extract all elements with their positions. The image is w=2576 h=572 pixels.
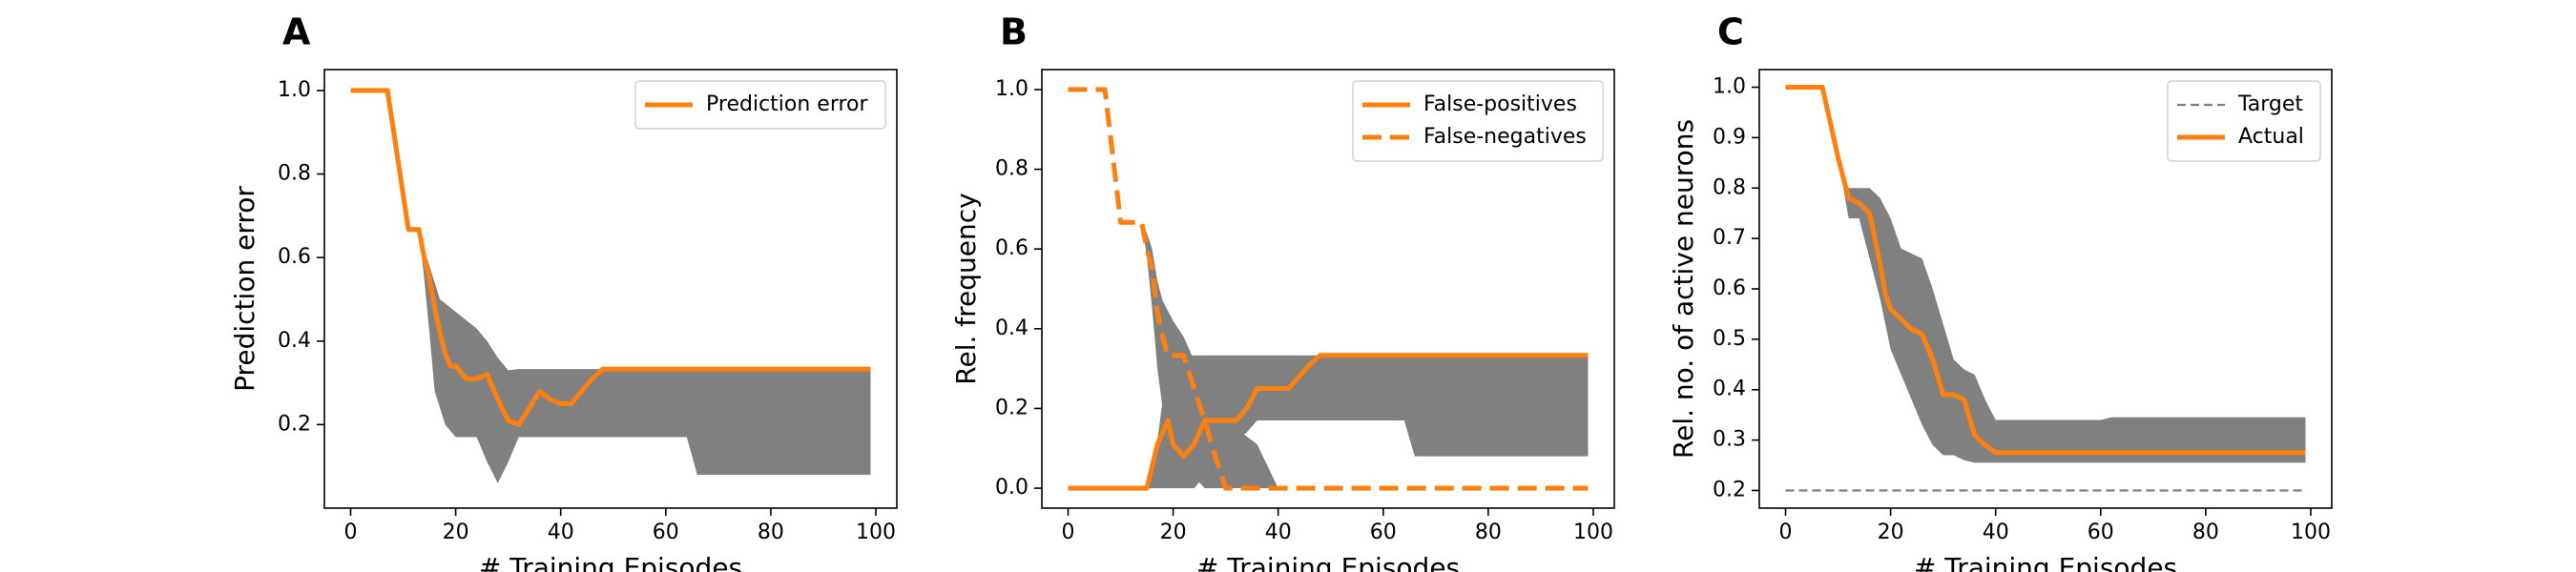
x-tick-label: 100 (856, 521, 896, 544)
y-tick-label: 0.7 (1713, 226, 1746, 250)
x-tick-label: 60 (2088, 521, 2114, 544)
series-line (1068, 87, 1589, 491)
axes-frame (323, 69, 898, 509)
confidence-band (408, 229, 871, 483)
y-tick-label: 0.9 (1713, 125, 1746, 149)
y-tick-label: 0.4 (1713, 378, 1746, 401)
panel-b: B 0 20 40 60 80 100 0.0 0.2 0.4 0.6 0.8 1.0 # Trainin… (950, 11, 1615, 572)
y-tick-label: 0.0 (995, 476, 1028, 500)
legend-box (634, 80, 886, 130)
x-tick-label: 40 (548, 521, 574, 544)
panel-c: C 0 20 40 60 80 100 0.2 0.3 0.4 0.5 0.6 0.7 0.8 0.9 1.0… (1668, 11, 2333, 572)
y-tick-label: 0.4 (278, 329, 311, 353)
legend-label: False-negatives (1423, 125, 1587, 149)
x-tick-label: 0 (1779, 521, 1793, 544)
confidence-band (1838, 157, 2306, 463)
panel-a: A 0 20 40 60 80 100 0.2 0.4 0.6 0.8 1.0 # Training E… (229, 11, 898, 572)
y-tick-label: 0.2 (1713, 478, 1746, 501)
y-tick-label: 1.0 (995, 77, 1028, 101)
y-axis-label: Rel. frequency (950, 193, 982, 384)
legend-label: Actual (2238, 125, 2304, 149)
legend-box (1352, 80, 1604, 162)
legend: Target Actual (2167, 80, 2321, 162)
y-tick-label: 0.6 (1713, 276, 1746, 300)
y-tick-label: 0.8 (278, 162, 311, 186)
series-line (1068, 353, 1589, 491)
series-line (1785, 85, 2306, 456)
axes-frame (1041, 69, 1615, 509)
x-tick-label: 20 (1878, 521, 1904, 544)
y-axis-label: Prediction error (229, 186, 260, 392)
y-tick-label: 0.3 (1713, 428, 1746, 452)
y-tick-label: 0.8 (1713, 175, 1746, 199)
legend-label: False-positives (1423, 92, 1577, 116)
x-tick-label: 60 (1370, 521, 1397, 544)
legend-box (2167, 80, 2321, 162)
y-tick-label: 0.5 (1713, 327, 1746, 351)
y-axis-label: Rel. no. of active neurons (1668, 119, 1699, 459)
legend: Prediction error (634, 80, 886, 130)
x-tick-label: 0 (344, 521, 358, 544)
x-tick-label: 40 (1265, 521, 1292, 544)
x-tick-label: 80 (758, 521, 784, 544)
y-tick-label: 0.6 (995, 236, 1028, 260)
x-tick-label: 80 (1475, 521, 1502, 544)
y-tick-label: 0.2 (278, 412, 311, 436)
y-tick-label: 0.2 (995, 396, 1028, 419)
x-axis-label: # Training Episodes (1196, 552, 1460, 572)
y-tick-label: 1.0 (1713, 75, 1746, 99)
x-tick-label: 0 (1062, 521, 1075, 544)
x-tick-label: 60 (653, 521, 679, 544)
legend-label: Target (2237, 92, 2303, 116)
x-tick-label: 20 (443, 521, 469, 544)
x-axis-label: # Training Episodes (1914, 552, 2177, 572)
x-tick-label: 40 (1983, 521, 2009, 544)
panel-letter: A (282, 11, 311, 53)
x-tick-label: 100 (2291, 521, 2331, 544)
series-line (350, 88, 871, 427)
panel-letter: B (1000, 11, 1028, 53)
x-axis-label: # Training Episodes (479, 552, 742, 572)
legend: False-positives False-negatives (1352, 80, 1604, 162)
y-tick-label: 1.0 (278, 78, 311, 102)
y-tick-label: 0.6 (278, 245, 311, 269)
legend-label: Prediction error (706, 92, 868, 116)
panel-letter: C (1717, 11, 1744, 53)
x-tick-label: 80 (2192, 521, 2219, 544)
y-tick-label: 0.4 (995, 317, 1028, 340)
x-tick-label: 100 (1573, 521, 1613, 544)
x-tick-label: 20 (1160, 521, 1187, 544)
y-tick-label: 0.8 (995, 157, 1028, 181)
